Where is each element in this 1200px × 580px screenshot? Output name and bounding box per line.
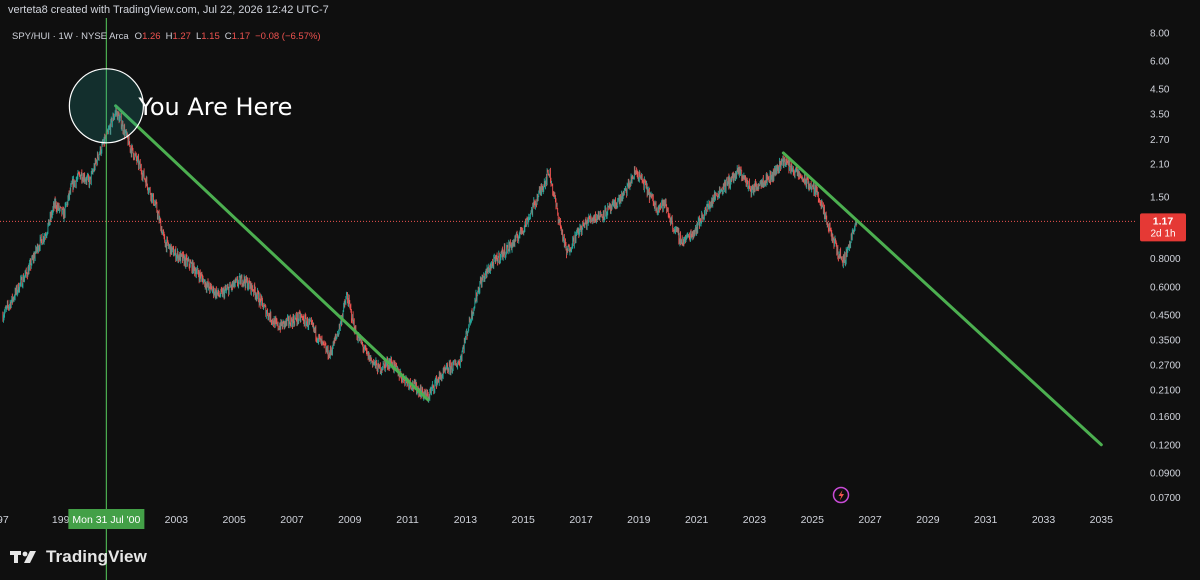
x-tick-label: 2023	[743, 514, 767, 526]
legend-row: SPY/HUI · 1W · NYSE Arca O1.26 H1.27 L1.15 C…	[12, 31, 321, 42]
trendline[interactable]	[781, 151, 1103, 447]
y-tick-label: 0.1200	[1150, 440, 1181, 451]
x-tick-label: 2031	[974, 514, 998, 526]
x-tick-label: 2021	[685, 514, 709, 526]
x-tick-label: 2017	[569, 514, 593, 526]
y-tick-label: 4.50	[1150, 85, 1170, 96]
x-tick-label: 2035	[1090, 514, 1114, 526]
x-tick-label: 2025	[801, 514, 825, 526]
lightning-icon[interactable]	[832, 486, 850, 504]
price-axis: 8.006.004.503.502.702.101.501.100.80000.…	[1150, 28, 1181, 504]
legend-open: 1.26	[142, 31, 161, 42]
y-tick-label: 0.1600	[1150, 412, 1181, 423]
y-tick-label: 0.2700	[1150, 361, 1181, 372]
x-tick-label: 2007	[280, 514, 304, 526]
candles-layer	[2, 106, 858, 403]
y-tick-label: 0.0900	[1150, 469, 1181, 480]
x-tick-label: 2015	[512, 514, 536, 526]
trendline[interactable]	[114, 104, 430, 402]
x-tick-label: 2013	[454, 514, 478, 526]
x-tick-label: 2033	[1032, 514, 1056, 526]
x-tick-label: 2003	[165, 514, 189, 526]
y-tick-label: 2.70	[1150, 135, 1170, 146]
x-tick-label: 2011	[396, 514, 419, 526]
y-tick-label: 1.50	[1150, 192, 1170, 203]
y-tick-label: 0.3500	[1150, 335, 1181, 346]
trendlines-layer	[114, 104, 1103, 447]
y-tick-label: 8.00	[1150, 28, 1170, 39]
current-price-label: 1.17	[1153, 215, 1174, 227]
price-axis-bg	[1136, 18, 1200, 508]
legend-close: 1.17	[232, 31, 251, 42]
y-tick-label: 0.6000	[1150, 282, 1181, 293]
tradingview-brand: TradingView	[10, 546, 147, 568]
x-tick-label: 199	[52, 514, 70, 526]
y-tick-label: 3.50	[1150, 109, 1170, 120]
time-axis: 97 199 2003 2005 2007 2009 2011 2013 2015 2017 201…	[0, 514, 1113, 526]
current-price-badge: 1.17 2d 1h	[1140, 213, 1186, 242]
legend-low: 1.15	[201, 31, 220, 42]
svg-text:Mon 31 Jul '00: Mon 31 Jul '00	[72, 514, 140, 526]
countdown-label: 2d 1h	[1150, 228, 1175, 239]
y-tick-label: 6.00	[1150, 56, 1170, 67]
you-are-here-label: You Are Here	[137, 93, 292, 121]
x-tick-label: 2029	[916, 514, 940, 526]
y-tick-label: 2.10	[1150, 159, 1170, 170]
y-tick-label: 0.8000	[1150, 254, 1181, 265]
y-tick-label: 0.4500	[1150, 311, 1181, 322]
x-tick-label: 2009	[338, 514, 362, 526]
x-tick-label: 97	[0, 514, 9, 526]
legend-change: −0.08 (−6.57%)	[255, 31, 321, 42]
tradingview-logo-icon	[10, 551, 36, 563]
legend-symbol: SPY/HUI · 1W · NYSE Arca	[12, 31, 129, 42]
x-tick-label: 2027	[858, 514, 882, 526]
you-are-here-circle	[68, 68, 144, 144]
crosshair-time-badge: Mon 31 Jul '00	[68, 509, 145, 529]
y-tick-label: 0.2100	[1150, 385, 1181, 396]
chart-credit: verteta8 created with TradingView.com, J…	[8, 4, 329, 16]
tradingview-wordmark: TradingView	[46, 547, 147, 566]
x-tick-label: 2005	[222, 514, 246, 526]
y-tick-label: 0.0700	[1150, 493, 1181, 504]
legend-high: 1.27	[172, 31, 191, 42]
x-tick-label: 2019	[627, 514, 651, 526]
